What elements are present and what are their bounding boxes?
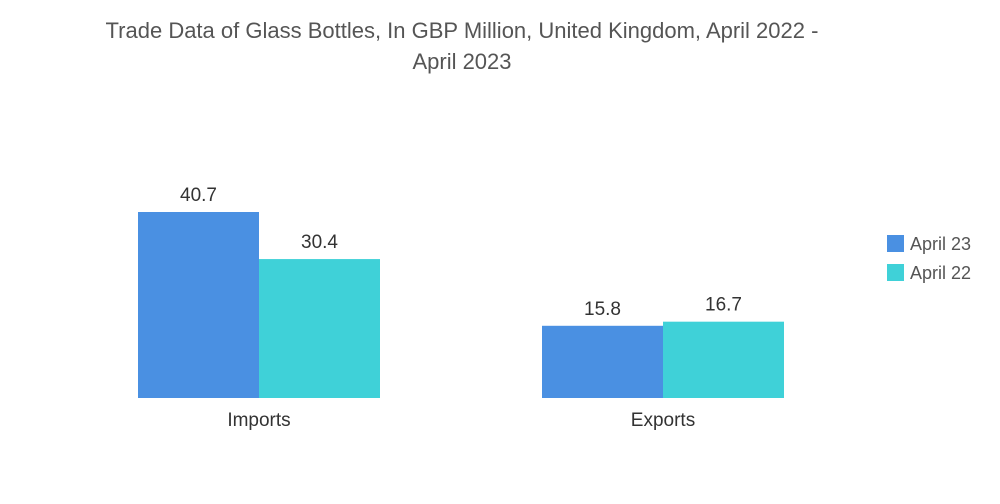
bar-exports-april-22: [663, 321, 784, 398]
legend-swatch-april-23: [887, 235, 904, 252]
bar-imports-april-22: [259, 259, 380, 398]
chart-title: Trade Data of Glass Bottles, In GBP Mill…: [106, 18, 819, 74]
legend-swatch-april-22: [887, 264, 904, 281]
value-label-imports-april-22: 30.4: [301, 232, 338, 253]
bar-exports-april-23: [542, 325, 663, 398]
legend: April 23 April 22: [887, 234, 971, 283]
plot-area: 40.7 30.4 Imports 15.8 16.7 Exports: [138, 185, 784, 431]
chart-title-line-1: Trade Data of Glass Bottles, In GBP Mill…: [106, 18, 819, 43]
value-label-imports-april-23: 40.7: [180, 185, 217, 206]
category-label-exports: Exports: [631, 410, 695, 431]
category-label-imports: Imports: [227, 410, 290, 431]
value-label-exports-april-22: 16.7: [705, 295, 742, 316]
value-label-exports-april-23: 15.8: [584, 299, 621, 320]
chart-title-line-2: April 2023: [412, 49, 511, 74]
bar-imports-april-23: [138, 212, 259, 398]
legend-label-april-22: April 22: [910, 263, 971, 283]
legend-label-april-23: April 23: [910, 234, 971, 254]
